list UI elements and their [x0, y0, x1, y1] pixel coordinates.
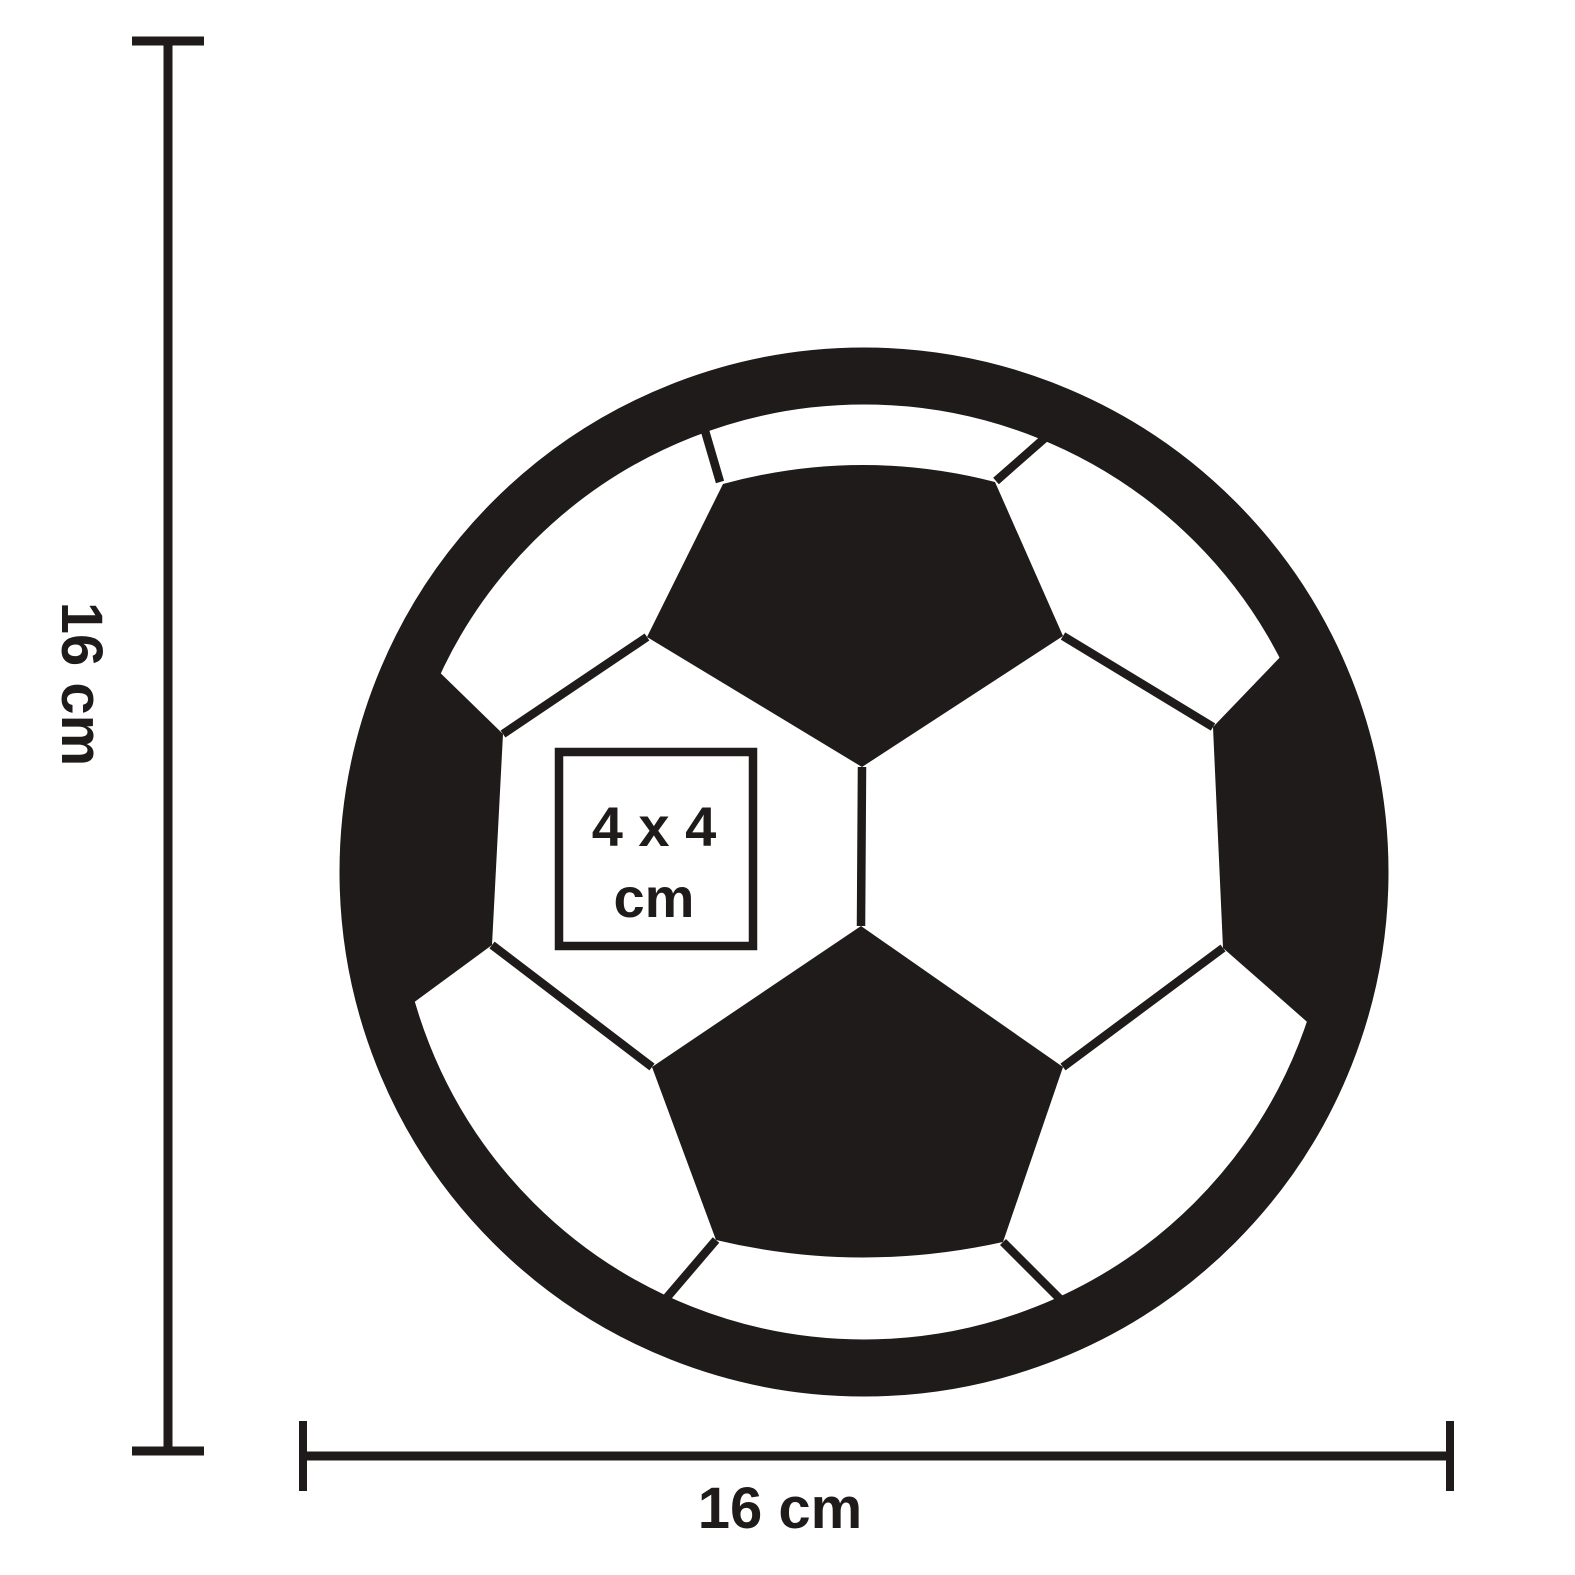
- imprint-area-box: [554, 747, 758, 951]
- seam-bottom-left-short: [636, 1237, 720, 1332]
- imprint-area: 4 x 4 cm: [554, 747, 758, 951]
- imprint-area-label-line2: cm: [614, 866, 695, 929]
- ball-seam-lines: [489, 422, 1226, 1335]
- ball-pentagon-top: [647, 464, 1063, 767]
- soccer-ball-illustration: 4 x 4 cm: [339, 347, 1389, 1397]
- ball-pentagon-right: [1213, 651, 1346, 1035]
- seam-bottom-right-short: [999, 1238, 1096, 1335]
- vertical-dimension-line: 16 cm: [49, 36, 204, 1456]
- seam-upper-left: [500, 633, 650, 738]
- seam-top-left-short: [698, 422, 725, 484]
- seam-lower-left: [489, 941, 655, 1071]
- seam-upper-right: [1060, 632, 1216, 731]
- horizontal-dimension-line: 16 cm: [299, 1421, 1454, 1541]
- ball-pentagon-bottom: [652, 926, 1063, 1258]
- seam-top-right-short: [993, 433, 1049, 485]
- width-dimension-label: 16 cm: [698, 1476, 862, 1541]
- seam-lower-right: [1060, 944, 1226, 1071]
- height-dimension-label: 16 cm: [49, 602, 114, 766]
- imprint-area-label-line1: 4 x 4: [592, 795, 717, 858]
- seam-center-vertical: [856, 766, 867, 927]
- ball-pentagon-left: [385, 659, 503, 1006]
